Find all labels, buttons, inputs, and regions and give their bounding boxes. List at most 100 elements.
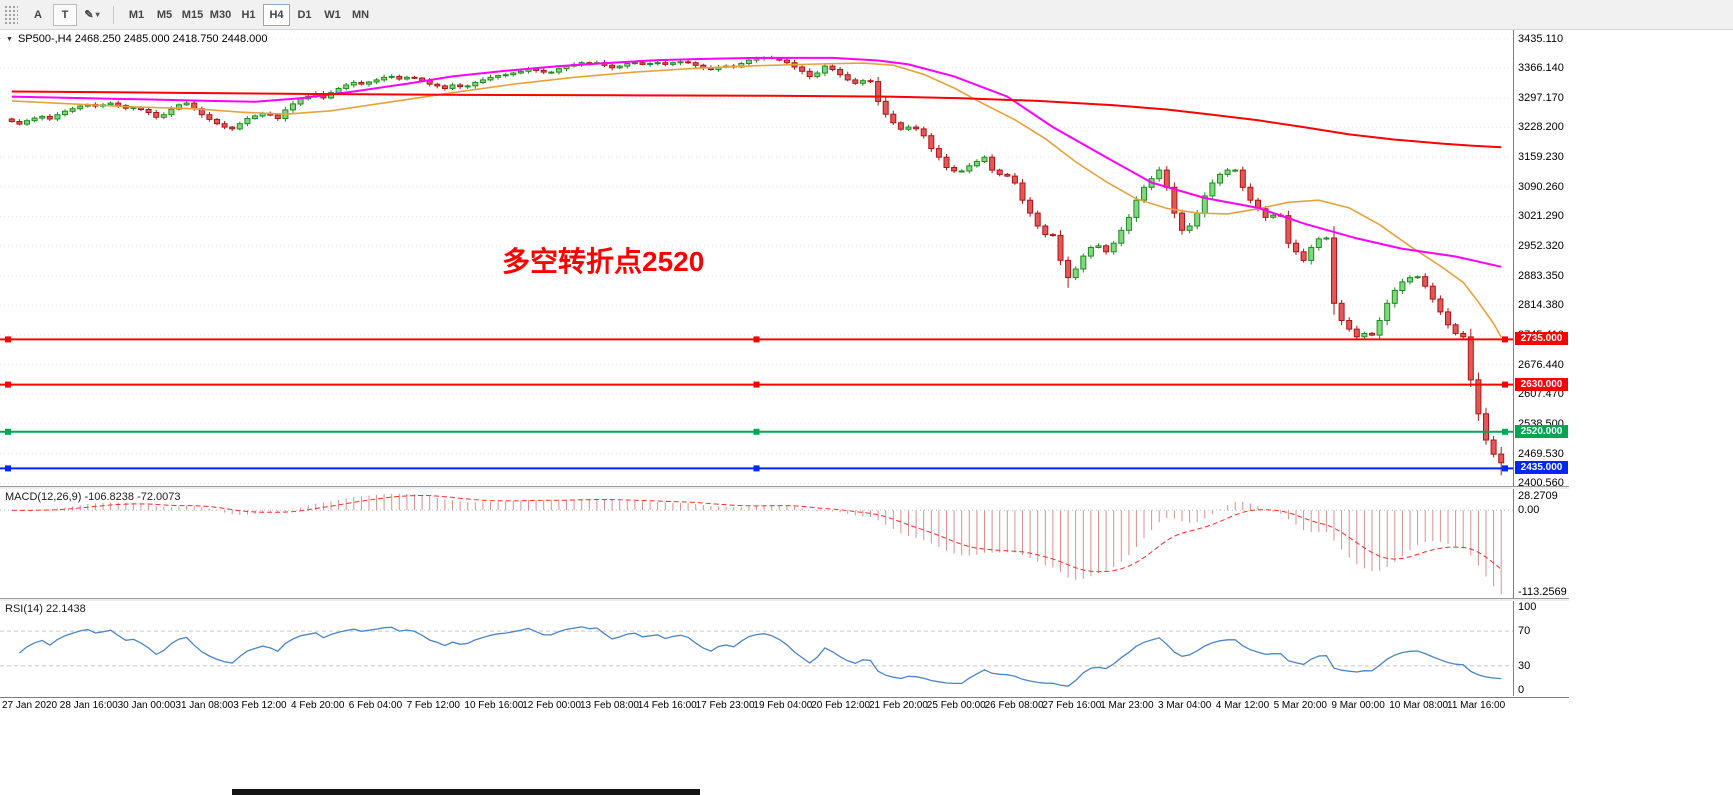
rsi-axis-label: 100	[1518, 601, 1537, 613]
rsi-axis[interactable]: 100 70 30 0	[1513, 601, 1569, 696]
candle-body	[1407, 277, 1413, 283]
candle-body	[1414, 276, 1421, 279]
candle-body	[403, 76, 410, 80]
symbol-ohlc-text: SP500-,H4 2468.250 2485.000 2418.750 244…	[17, 33, 268, 45]
pane-splitter-macd[interactable]	[0, 486, 1569, 489]
candle-body	[517, 70, 524, 74]
candle-body	[39, 115, 46, 119]
candle-body	[1072, 268, 1079, 279]
candle-body	[62, 110, 68, 116]
candle-body	[487, 76, 494, 81]
candle-body	[495, 75, 502, 78]
ma-fast-orange-line	[11, 62, 1502, 338]
time-axis-label: 11 Mar 16:00	[1447, 700, 1506, 711]
candle-body	[1467, 336, 1474, 381]
price-tag-2630.000[interactable]: 2630.000	[1515, 377, 1568, 391]
candle-body	[343, 84, 350, 89]
candle-body	[943, 156, 950, 168]
timeframe-button-d1[interactable]: D1	[291, 4, 318, 26]
candle-body	[1042, 225, 1049, 236]
time-axis-label: 1 Mar 23:00	[1100, 700, 1154, 711]
candle-body	[358, 81, 365, 85]
macd-axis[interactable]: 28.2709 0.00 -113.2569	[1513, 489, 1569, 599]
candle-body	[966, 165, 973, 172]
hline-handle[interactable]	[1502, 428, 1508, 435]
timeframe-button-h4[interactable]: H4	[263, 3, 290, 26]
chart-annotation-text[interactable]: 多空转折点2520	[502, 246, 705, 277]
candle-body	[1049, 234, 1056, 237]
symbol-header: ▼ SP500-,H4 2468.250 2485.000 2418.750 2…	[6, 33, 268, 45]
hline-handle[interactable]	[1502, 381, 1508, 388]
candle-body	[252, 115, 258, 120]
time-axis-label: 25 Feb 00:00	[926, 700, 986, 711]
font-tool-button[interactable]: A	[26, 4, 50, 26]
candle-body	[176, 104, 182, 110]
price-tag-2435.000[interactable]: 2435.000	[1515, 461, 1568, 475]
rsi-indicator-canvas[interactable]	[0, 601, 1513, 696]
price-tag-2520.000[interactable]: 2520.000	[1515, 424, 1568, 438]
ma-mid-magenta-line	[11, 56, 1502, 268]
candle-body	[1247, 186, 1254, 201]
timeframe-button-mn[interactable]: MN	[347, 4, 374, 26]
candle-body	[1376, 320, 1383, 336]
candle-body	[1338, 302, 1345, 321]
hline-handle[interactable]	[753, 428, 760, 435]
price-axis[interactable]: 3435.110 3366.140 3297.170 3228.200 3159.230…	[1513, 30, 1569, 489]
price-tag-2735.000[interactable]: 2735.000	[1515, 332, 1568, 346]
price-axis-label: 2883.350	[1518, 269, 1564, 282]
candle-body	[1384, 302, 1391, 321]
timeframe-button-m5[interactable]: M5	[151, 4, 178, 26]
toolbar-grip-handle[interactable]	[4, 4, 18, 25]
candle-body	[69, 108, 76, 112]
chart-collapse-arrow-icon[interactable]: ▼	[6, 35, 13, 43]
macd-label: MACD(12,26,9) -106.8238 -72.0073	[5, 491, 181, 503]
time-axis-label: 12 Feb 00:00	[522, 700, 582, 711]
candle-body	[989, 156, 996, 171]
candle-body	[1498, 453, 1505, 464]
hline-handle[interactable]	[1502, 336, 1508, 343]
hline-handle[interactable]	[753, 336, 760, 343]
candle-body	[1300, 251, 1307, 261]
text-label-tool-button[interactable]: T	[53, 3, 77, 26]
candle-body	[1270, 214, 1277, 218]
candle-body	[928, 135, 935, 150]
hline-handle[interactable]	[753, 381, 760, 388]
candle-body	[464, 85, 471, 88]
timeframe-button-w1[interactable]: W1	[319, 4, 346, 26]
candle-body	[8, 118, 15, 123]
hline-handle[interactable]	[5, 336, 11, 343]
candle-body	[662, 62, 669, 65]
hline-handle[interactable]	[1502, 465, 1508, 472]
toolbar-separator	[113, 5, 114, 24]
hline-handle[interactable]	[753, 465, 760, 472]
timeframe-button-h1[interactable]: H1	[235, 4, 262, 26]
candle-body	[107, 102, 114, 106]
price-axis-label: 2952.320	[1518, 240, 1564, 253]
candle-body	[229, 126, 236, 130]
candle-body	[221, 123, 228, 128]
macd-axis-label: 0.00	[1518, 504, 1540, 517]
timeframe-button-m30[interactable]: M30	[207, 4, 234, 26]
main-chart-canvas[interactable]	[0, 30, 1513, 486]
candle-body	[1369, 332, 1375, 336]
rsi-axis-label: 70	[1518, 625, 1531, 638]
draw-tools-dropdown[interactable]: ✎ ▾	[80, 4, 104, 26]
candle-body	[624, 63, 631, 67]
timeframe-button-m15[interactable]: M15	[179, 4, 206, 26]
time-axis-label: 10 Mar 08:00	[1389, 700, 1449, 711]
macd-indicator-canvas[interactable]	[0, 489, 1513, 599]
candle-body	[1110, 242, 1117, 253]
candle-body	[1080, 255, 1087, 270]
pane-splitter-rsi[interactable]	[0, 598, 1569, 601]
time-axis-label: 27 Feb 16:00	[1042, 700, 1102, 711]
hline-handle[interactable]	[5, 465, 11, 472]
candle-body	[46, 115, 53, 120]
candle-body	[1422, 276, 1429, 287]
candle-body	[1034, 212, 1041, 227]
time-axis-label: 19 Feb 04:00	[753, 700, 813, 711]
candle-body	[297, 98, 304, 105]
hline-handle[interactable]	[5, 428, 11, 435]
time-axis[interactable]: 27 Jan 2020 28 Jan 16:00 30 Jan 00:00 31 Ja…	[0, 697, 1569, 714]
hline-handle[interactable]	[5, 381, 11, 388]
timeframe-button-m1[interactable]: M1	[123, 4, 150, 26]
